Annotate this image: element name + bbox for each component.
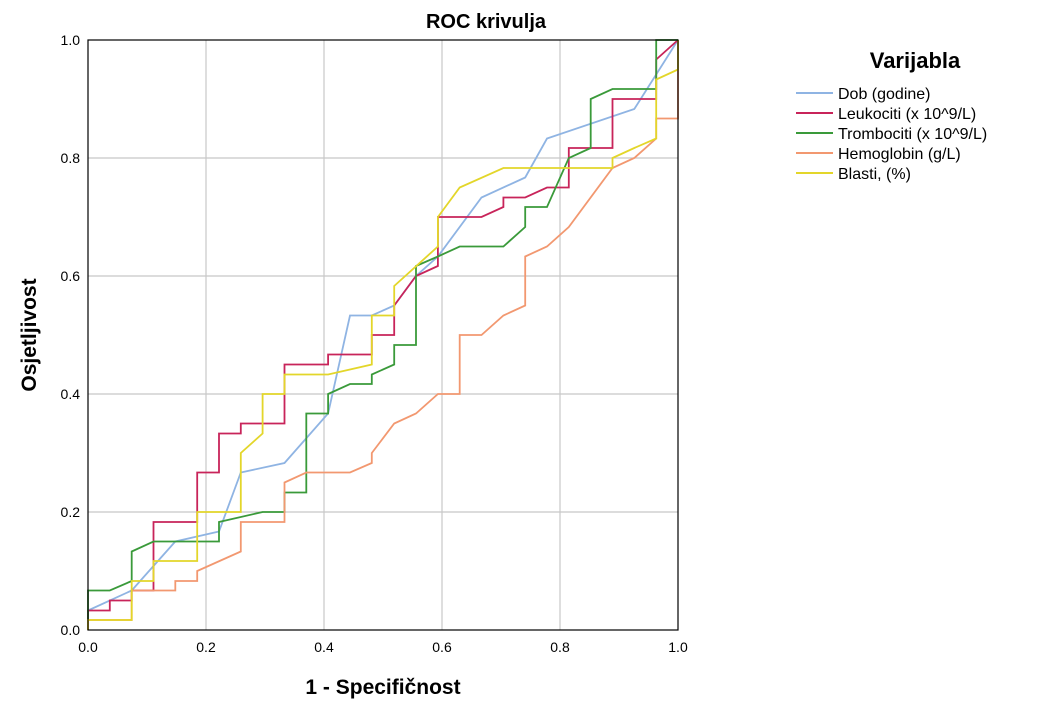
legend-item: Blasti, (%) [796, 166, 911, 183]
y-tick-labels: 0.0 0.2 0.4 0.6 0.8 1.0 [61, 32, 81, 638]
roc-series-line-5 [87, 40, 679, 630]
x-tick-labels: 0.0 0.2 0.4 0.6 0.8 1.0 [78, 639, 688, 655]
legend-item: Hemoglobin (g/L) [796, 146, 961, 163]
legend: Varijabla Dob (godine) Leukociti (x 10^9/… [796, 48, 987, 183]
legend-item: Dob (godine) [796, 86, 931, 103]
y-tick-label: 0.4 [61, 386, 81, 402]
y-tick-label: 0.8 [61, 150, 81, 166]
legend-label: Leukociti (x 10^9/L) [838, 106, 976, 123]
legend-label: Dob (godine) [838, 86, 931, 103]
legend-label: Trombociti (x 10^9/L) [838, 126, 987, 143]
x-tick-label: 0.4 [314, 639, 334, 655]
legend-item: Leukociti (x 10^9/L) [796, 106, 976, 123]
chart-title: ROC krivulja [426, 11, 547, 33]
y-tick-label: 0.0 [61, 622, 81, 638]
x-tick-label: 0.8 [550, 639, 570, 655]
x-tick-label: 0.2 [196, 639, 216, 655]
grid-lines [88, 40, 678, 630]
legend-items: Dob (godine) Leukociti (x 10^9/L) Tromboci… [796, 86, 987, 183]
legend-item: Trombociti (x 10^9/L) [796, 126, 987, 143]
series-layer [87, 39, 679, 630]
legend-label: Blasti, (%) [838, 166, 911, 183]
roc-series-line-4 [87, 40, 679, 630]
x-tick-label: 0.0 [78, 639, 98, 655]
y-tick-label: 0.6 [61, 268, 81, 284]
x-tick-label: 1.0 [668, 639, 688, 655]
y-axis-label: Osjetljivost [18, 278, 41, 391]
y-tick-label: 1.0 [61, 32, 81, 48]
legend-title: Varijabla [870, 48, 961, 73]
y-tick-label: 0.2 [61, 504, 81, 520]
legend-label: Hemoglobin (g/L) [838, 146, 961, 163]
plot-frame [87, 39, 679, 631]
x-axis-label: 1 - Specifičnost [305, 676, 460, 699]
roc-series-line-3 [87, 39, 678, 630]
x-tick-label: 0.6 [432, 639, 452, 655]
roc-series-line-1 [87, 39, 679, 630]
